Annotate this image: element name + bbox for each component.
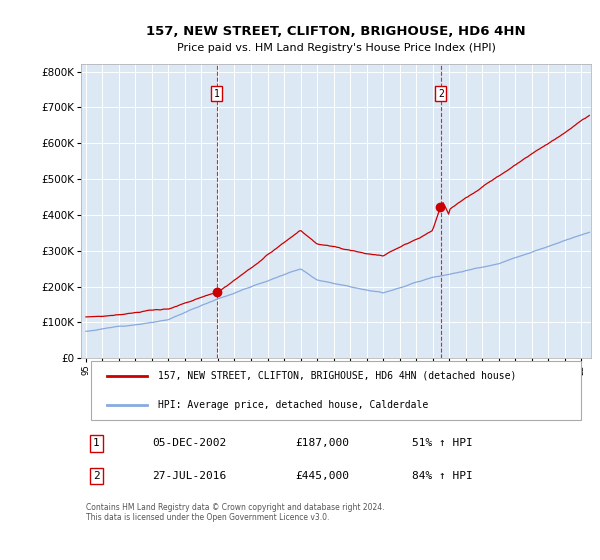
Text: £445,000: £445,000 [295,471,349,480]
Text: HPI: Average price, detached house, Calderdale: HPI: Average price, detached house, Cald… [157,400,428,410]
Text: 2: 2 [93,471,100,480]
Text: Price paid vs. HM Land Registry's House Price Index (HPI): Price paid vs. HM Land Registry's House … [176,43,496,53]
Text: 1: 1 [214,89,220,99]
Text: 51% ↑ HPI: 51% ↑ HPI [413,438,473,449]
Text: 05-DEC-2002: 05-DEC-2002 [152,438,227,449]
Text: 1: 1 [93,438,100,449]
Text: £187,000: £187,000 [295,438,349,449]
Text: 27-JUL-2016: 27-JUL-2016 [152,471,227,480]
FancyBboxPatch shape [91,361,581,419]
Text: 84% ↑ HPI: 84% ↑ HPI [413,471,473,480]
Text: 2: 2 [438,89,444,99]
Text: 157, NEW STREET, CLIFTON, BRIGHOUSE, HD6 4HN (detached house): 157, NEW STREET, CLIFTON, BRIGHOUSE, HD6… [157,371,516,381]
Text: 157, NEW STREET, CLIFTON, BRIGHOUSE, HD6 4HN: 157, NEW STREET, CLIFTON, BRIGHOUSE, HD6… [146,25,526,38]
Text: Contains HM Land Registry data © Crown copyright and database right 2024.
This d: Contains HM Land Registry data © Crown c… [86,503,385,522]
